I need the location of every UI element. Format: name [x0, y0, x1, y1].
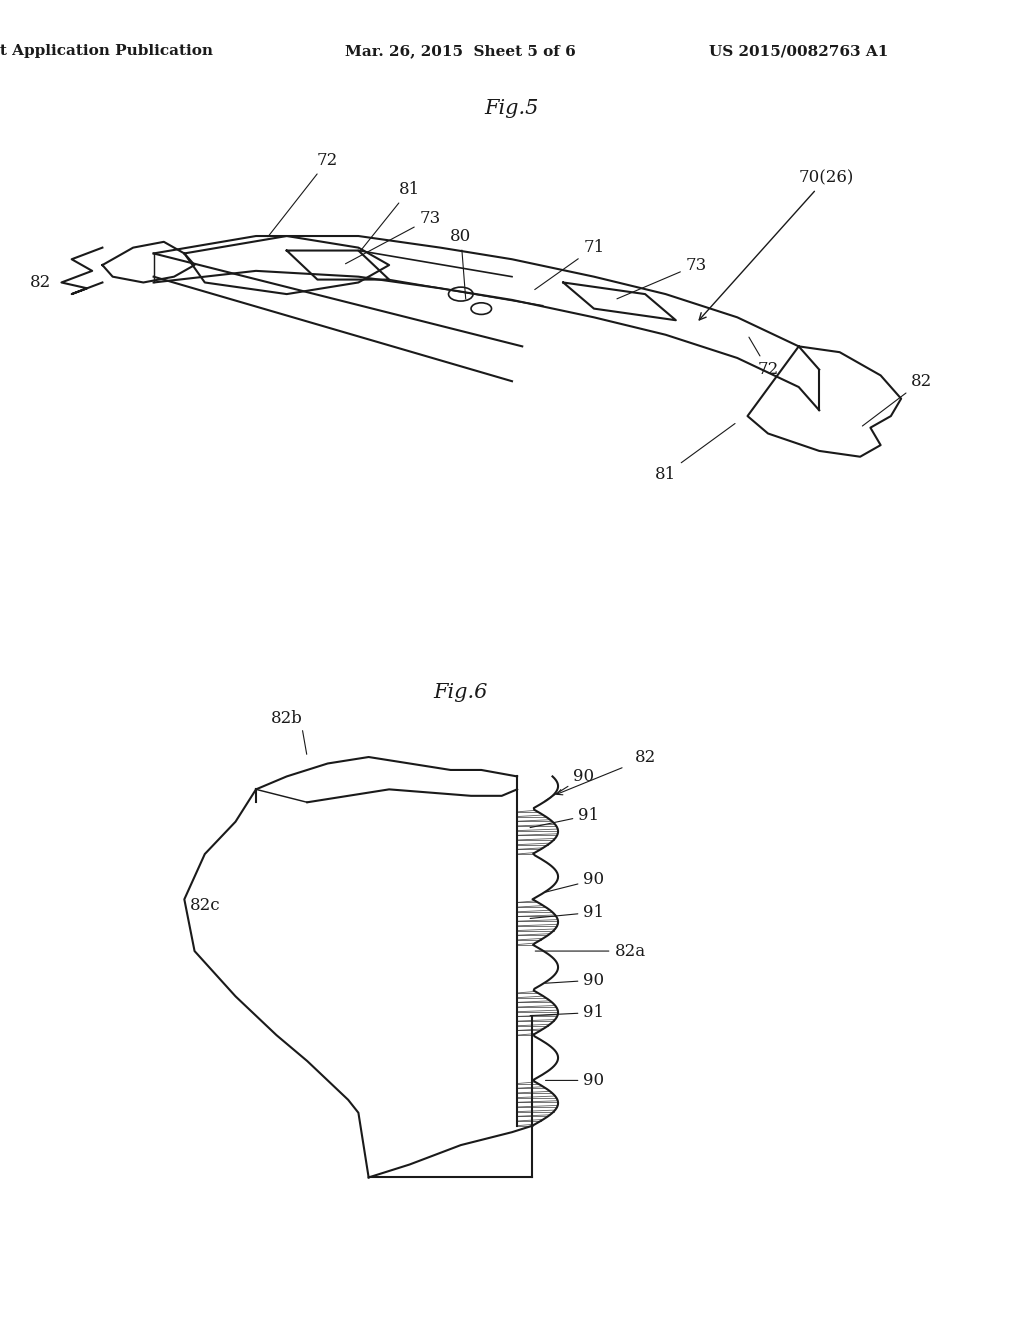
- Text: 91: 91: [530, 904, 604, 921]
- Text: 82c: 82c: [189, 898, 220, 915]
- Text: 71: 71: [535, 239, 604, 289]
- Text: Fig.5: Fig.5: [484, 99, 540, 117]
- Text: 82: 82: [31, 275, 51, 290]
- Text: 90: 90: [546, 972, 604, 989]
- Text: 81: 81: [360, 181, 420, 251]
- Text: 82a: 82a: [536, 942, 645, 960]
- Text: US 2015/0082763 A1: US 2015/0082763 A1: [709, 45, 889, 58]
- Text: 82b: 82b: [270, 710, 303, 727]
- Text: 81: 81: [655, 424, 735, 483]
- Text: 80: 80: [451, 227, 471, 298]
- Text: 82: 82: [635, 748, 655, 766]
- Text: 72: 72: [268, 152, 338, 236]
- Text: Mar. 26, 2015  Sheet 5 of 6: Mar. 26, 2015 Sheet 5 of 6: [345, 45, 577, 58]
- Text: Patent Application Publication: Patent Application Publication: [0, 45, 213, 58]
- Text: 90: 90: [546, 871, 604, 892]
- Text: 73: 73: [616, 256, 707, 298]
- Text: 90: 90: [545, 768, 594, 801]
- Text: 91: 91: [530, 1005, 604, 1020]
- Text: 70(26): 70(26): [699, 169, 854, 319]
- Text: 82: 82: [862, 372, 932, 426]
- Text: 73: 73: [345, 210, 440, 264]
- Text: Fig.6: Fig.6: [433, 682, 488, 702]
- Text: 91: 91: [530, 807, 599, 828]
- Text: 90: 90: [546, 1072, 604, 1089]
- Text: 72: 72: [749, 337, 778, 378]
